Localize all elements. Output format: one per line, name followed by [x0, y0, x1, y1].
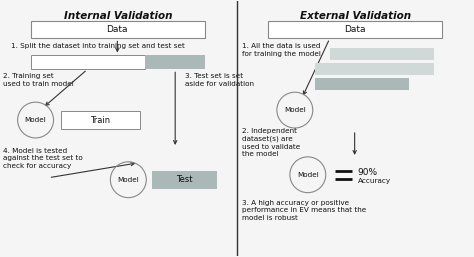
Text: 3. A high accuracy or positive
performance in EV means that the
model is robust: 3. A high accuracy or positive performan… [242, 200, 366, 221]
Text: Internal Validation: Internal Validation [64, 11, 173, 21]
Text: 2. Independent
dataset(s) are
used to validate
the model: 2. Independent dataset(s) are used to va… [242, 128, 300, 157]
Text: 90%: 90% [358, 168, 378, 177]
Text: Data: Data [344, 25, 365, 34]
Text: Accuracy: Accuracy [358, 178, 391, 184]
Text: Test: Test [176, 175, 192, 184]
Text: Train: Train [91, 116, 110, 125]
Text: Model: Model [297, 172, 319, 178]
Text: Model: Model [284, 107, 306, 113]
Text: 2. Training set
used to train model: 2. Training set used to train model [3, 73, 73, 87]
FancyBboxPatch shape [330, 48, 434, 60]
Text: Model: Model [118, 177, 139, 183]
FancyBboxPatch shape [145, 56, 205, 69]
FancyBboxPatch shape [315, 78, 410, 90]
FancyBboxPatch shape [268, 21, 442, 39]
Text: Data: Data [107, 25, 128, 34]
Text: 1. All the data is used
for training the model: 1. All the data is used for training the… [242, 43, 321, 57]
FancyBboxPatch shape [152, 171, 217, 189]
FancyBboxPatch shape [31, 21, 205, 39]
Text: 4. Model is tested
against the test set to
check for accuracy: 4. Model is tested against the test set … [3, 148, 82, 169]
Text: 3. Test set is set
aside for validation: 3. Test set is set aside for validation [185, 73, 254, 87]
Text: Model: Model [25, 117, 46, 123]
FancyBboxPatch shape [31, 56, 145, 69]
FancyBboxPatch shape [315, 63, 434, 75]
FancyBboxPatch shape [61, 111, 140, 129]
Text: External Validation: External Validation [300, 11, 411, 21]
Text: 1. Split the dataset into training set and test set: 1. Split the dataset into training set a… [11, 43, 184, 49]
